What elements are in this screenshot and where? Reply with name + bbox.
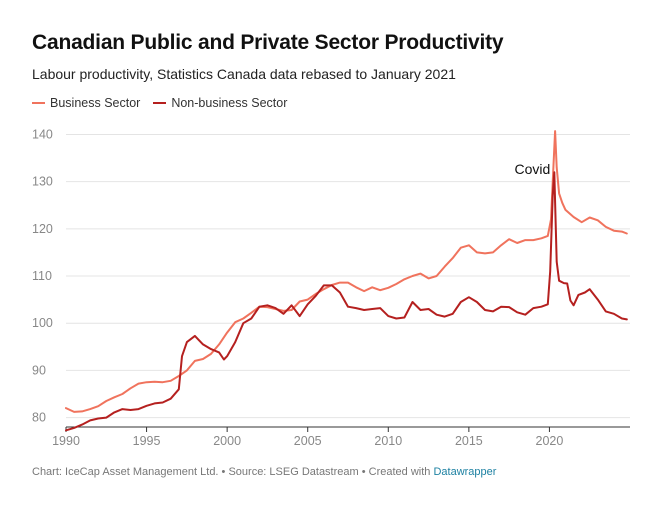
y-tick-label-110: 110	[32, 269, 52, 283]
x-tick-label-2005: 2005	[294, 434, 322, 448]
legend-label-non-business: Non-business Sector	[171, 96, 288, 110]
annotation-covid: Covid	[514, 161, 550, 177]
x-tick-label-2000: 2000	[213, 434, 241, 448]
x-tick-label-2020: 2020	[536, 434, 564, 448]
y-tick-label-140: 140	[32, 127, 53, 141]
x-tick-label-1990: 1990	[52, 434, 80, 448]
legend-label-business: Business Sector	[50, 96, 141, 110]
legend: Business Sector Non-business Sector	[32, 96, 300, 110]
chart-subtitle: Labour productivity, Statistics Canada d…	[32, 66, 456, 82]
x-tick-label-2010: 2010	[374, 434, 402, 448]
chart-title: Canadian Public and Private Sector Produ…	[32, 31, 504, 54]
footer-credit: Chart: IceCap Asset Management Ltd. • So…	[32, 466, 496, 478]
y-tick-label-120: 120	[32, 222, 53, 236]
x-tick-label-1995: 1995	[133, 434, 161, 448]
legend-item-business: Business Sector	[32, 96, 140, 110]
series-line-business-sector	[65, 130, 628, 413]
y-tick-label-100: 100	[32, 316, 53, 330]
legend-swatch-non-business	[153, 102, 167, 104]
y-tick-label-90: 90	[32, 363, 46, 377]
series-line-non-business-sector	[65, 171, 628, 432]
y-tick-label-80: 80	[32, 411, 46, 425]
datawrapper-link[interactable]: Datawrapper	[433, 466, 497, 478]
x-tick-label-2015: 2015	[455, 434, 483, 448]
footer-credit-text: Chart: IceCap Asset Management Ltd. • So…	[32, 466, 434, 478]
legend-swatch-business	[32, 102, 45, 104]
legend-item-non-business: Non-business Sector	[153, 96, 287, 110]
y-tick-label-130: 130	[32, 175, 53, 189]
